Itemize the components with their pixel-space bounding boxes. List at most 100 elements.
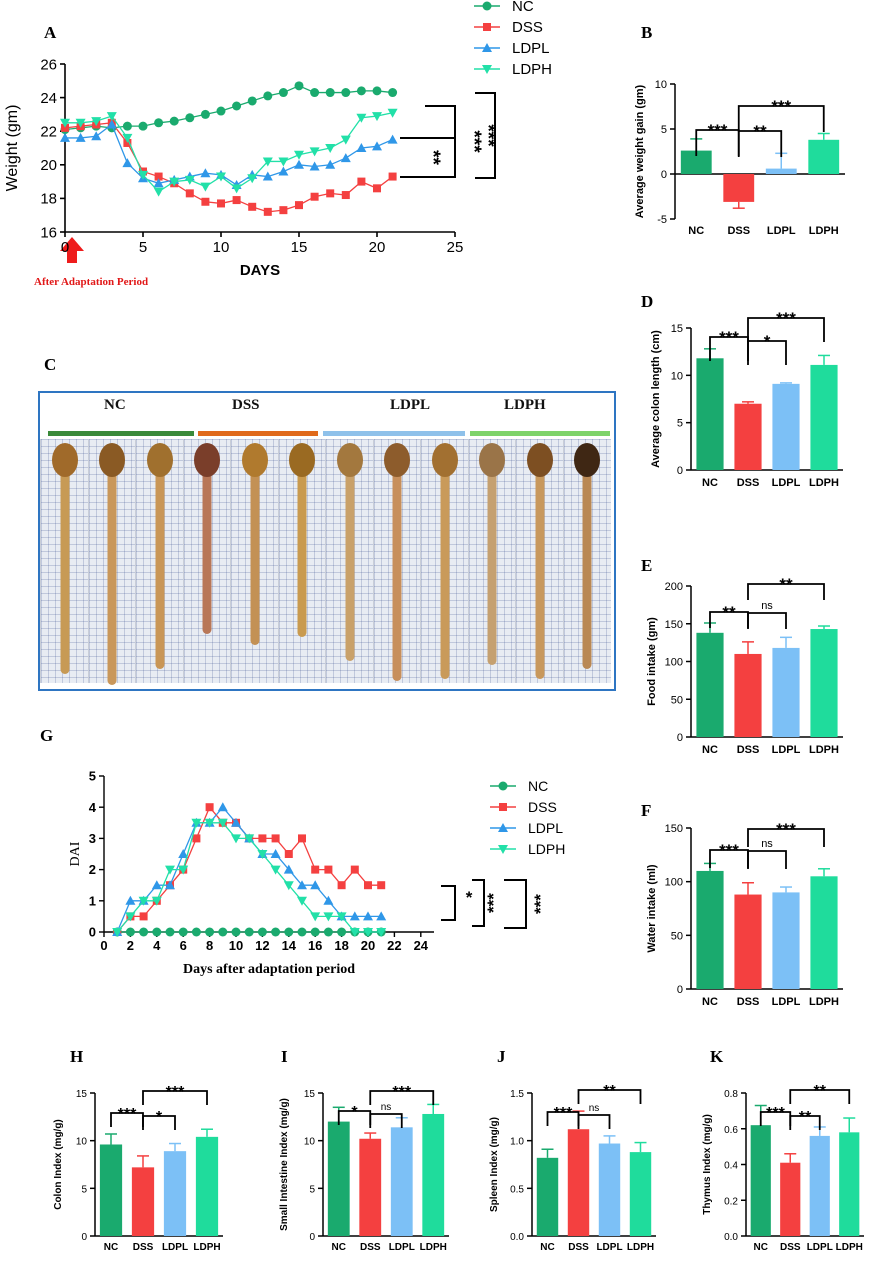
chart-d-ytick-label: 10 bbox=[671, 370, 683, 382]
chart-g-point-dss bbox=[337, 881, 346, 890]
cecum-shape bbox=[51, 443, 78, 477]
chart-a-point-ldph bbox=[340, 135, 351, 145]
chart-a-point-ldpl bbox=[262, 171, 273, 181]
chart-a-ytick-label: 16 bbox=[40, 224, 57, 241]
chart-i-ytick-label: 5 bbox=[309, 1184, 315, 1195]
chart-g-point-ldpl bbox=[376, 911, 387, 921]
chart-k-sig-bracket bbox=[789, 1115, 821, 1130]
chart-f-bar-ldph bbox=[810, 876, 838, 989]
chart-a-legend-marker bbox=[483, 23, 491, 31]
photo-group-ldpl: LDPL bbox=[390, 397, 431, 413]
colon-shape bbox=[250, 469, 260, 645]
chart-g-point-dss bbox=[324, 865, 333, 874]
chart-b-bar-ldph bbox=[808, 139, 840, 174]
chart-g-point-nc bbox=[297, 927, 307, 937]
colon-photo-strip bbox=[562, 439, 611, 683]
cecum-shape bbox=[526, 443, 553, 477]
chart-a-point-dss bbox=[357, 177, 366, 186]
chart-k-sig-label: *** bbox=[766, 1105, 785, 1122]
chart-a-ytick-label: 20 bbox=[40, 157, 57, 174]
chart-a-point-ldpl bbox=[294, 159, 304, 169]
chart-e-bar-dss bbox=[734, 653, 762, 737]
chart-j-bar-ldph bbox=[629, 1152, 652, 1236]
panel-label-k: K bbox=[710, 1047, 724, 1066]
chart-a-point-ldph bbox=[184, 175, 195, 185]
chart-d-bar-ldph bbox=[810, 364, 838, 470]
photo-bar-ldpl bbox=[323, 431, 465, 436]
chart-a-point-nc bbox=[325, 88, 335, 98]
chart-b-sig-bracket bbox=[737, 130, 783, 157]
chart-g-point-nc bbox=[284, 927, 294, 937]
colon-photo-strip bbox=[515, 439, 564, 683]
panel-label-f: F bbox=[641, 801, 651, 820]
chart-g-xtick-label: 8 bbox=[206, 938, 213, 953]
chart-g-sig-bracket bbox=[472, 879, 485, 927]
chart-h-ytick-label: 15 bbox=[76, 1089, 88, 1100]
chart-a-point-nc bbox=[310, 88, 320, 98]
photo-bar-ldph bbox=[470, 431, 610, 436]
chart-a-point-ldpl bbox=[200, 168, 211, 178]
chart-i-category-label-dss: DSS bbox=[360, 1242, 381, 1253]
chart-g-point-ldph bbox=[138, 896, 149, 906]
chart-a-point-dss bbox=[123, 138, 132, 147]
chart-g-legend-marker bbox=[498, 781, 508, 791]
chart-a-point-nc bbox=[341, 88, 351, 98]
chart-g-xtick-label: 18 bbox=[334, 938, 348, 953]
chart-a-point-ldpl bbox=[325, 159, 336, 169]
chart-g-point-ldpl bbox=[310, 880, 321, 890]
chart-a-point-nc bbox=[372, 86, 382, 96]
chart-i-ytick-label: 15 bbox=[304, 1089, 316, 1100]
chart-g-ytick-label: 3 bbox=[89, 831, 96, 846]
chart-g-point-ldph bbox=[217, 818, 228, 828]
chart-f-bar-dss bbox=[734, 894, 762, 989]
chart-g-xtick-label: 4 bbox=[153, 938, 161, 953]
chart-b-category-label-nc: NC bbox=[688, 225, 704, 237]
chart-a-point-ldph bbox=[278, 157, 289, 167]
chart-g-point-ldpl bbox=[283, 864, 294, 874]
chart-f-category-label-ldph: LDPH bbox=[809, 996, 839, 1008]
chart-a-point-ldph bbox=[153, 187, 164, 197]
chart-a-sig-bracket bbox=[425, 105, 456, 178]
chart-f-category-label-ldpl: LDPL bbox=[772, 996, 801, 1008]
chart-g-legend-marker bbox=[498, 845, 508, 854]
chart-a-point-nc bbox=[356, 86, 366, 96]
chart-g-point-nc bbox=[178, 927, 188, 937]
chart-g-point-ldph bbox=[376, 928, 387, 937]
chart-j-sig-label: ns bbox=[589, 1103, 600, 1114]
chart-k-ylabel: Thymus Index (mg/g) bbox=[702, 1114, 713, 1215]
colon-photo-panel: NC DSS LDPL LDPH bbox=[38, 391, 616, 691]
chart-a-point-nc bbox=[247, 96, 257, 106]
chart-j-ytick-label: 0.5 bbox=[510, 1184, 524, 1195]
chart-f-ylabel: Water intake (ml) bbox=[646, 864, 658, 953]
colon-photo-strip bbox=[372, 439, 421, 683]
chart-a-legend-label-ldpl: LDPL bbox=[512, 40, 550, 57]
chart-chart-f: 0 50 100 150 Water intake (ml) NC DSS LDPL LDPH *… bbox=[646, 820, 843, 1008]
chart-j-ytick-label: 1.0 bbox=[510, 1137, 524, 1148]
chart-g-point-ldph bbox=[151, 896, 162, 906]
chart-e-ytick-label: 0 bbox=[677, 732, 683, 744]
cecum-shape bbox=[431, 443, 458, 477]
chart-a-point-dss bbox=[201, 197, 210, 206]
chart-a-sig-label: *** bbox=[463, 130, 484, 153]
colon-photo-strip bbox=[325, 439, 374, 683]
chart-d-ytick-label: 5 bbox=[677, 418, 683, 430]
chart-a-xtick-label: 10 bbox=[213, 239, 230, 256]
chart-a-point-dss bbox=[295, 201, 303, 210]
chart-a-point-ldph bbox=[325, 144, 336, 153]
chart-g-point-ldph bbox=[191, 818, 202, 828]
chart-g-xtick-label: 20 bbox=[361, 938, 375, 953]
chart-g-sig-bracket bbox=[441, 885, 456, 921]
chart-g-point-ldph bbox=[283, 881, 294, 891]
colon-shape bbox=[202, 469, 212, 634]
chart-g-legend-label-ldpl: LDPL bbox=[528, 820, 563, 836]
colon-shape bbox=[297, 469, 307, 637]
chart-g-xtick-label: 12 bbox=[255, 938, 269, 953]
chart-a-point-dss bbox=[185, 189, 194, 198]
chart-b-ylabel: Average weight gain (gm) bbox=[634, 84, 646, 218]
chart-a-point-ldpl bbox=[153, 178, 164, 188]
chart-k-ytick-label: 0.6 bbox=[724, 1125, 738, 1136]
chart-d-sig-bracket bbox=[747, 340, 787, 365]
chart-d-ytick-label: 0 bbox=[677, 465, 683, 477]
colon-shape bbox=[345, 469, 355, 661]
